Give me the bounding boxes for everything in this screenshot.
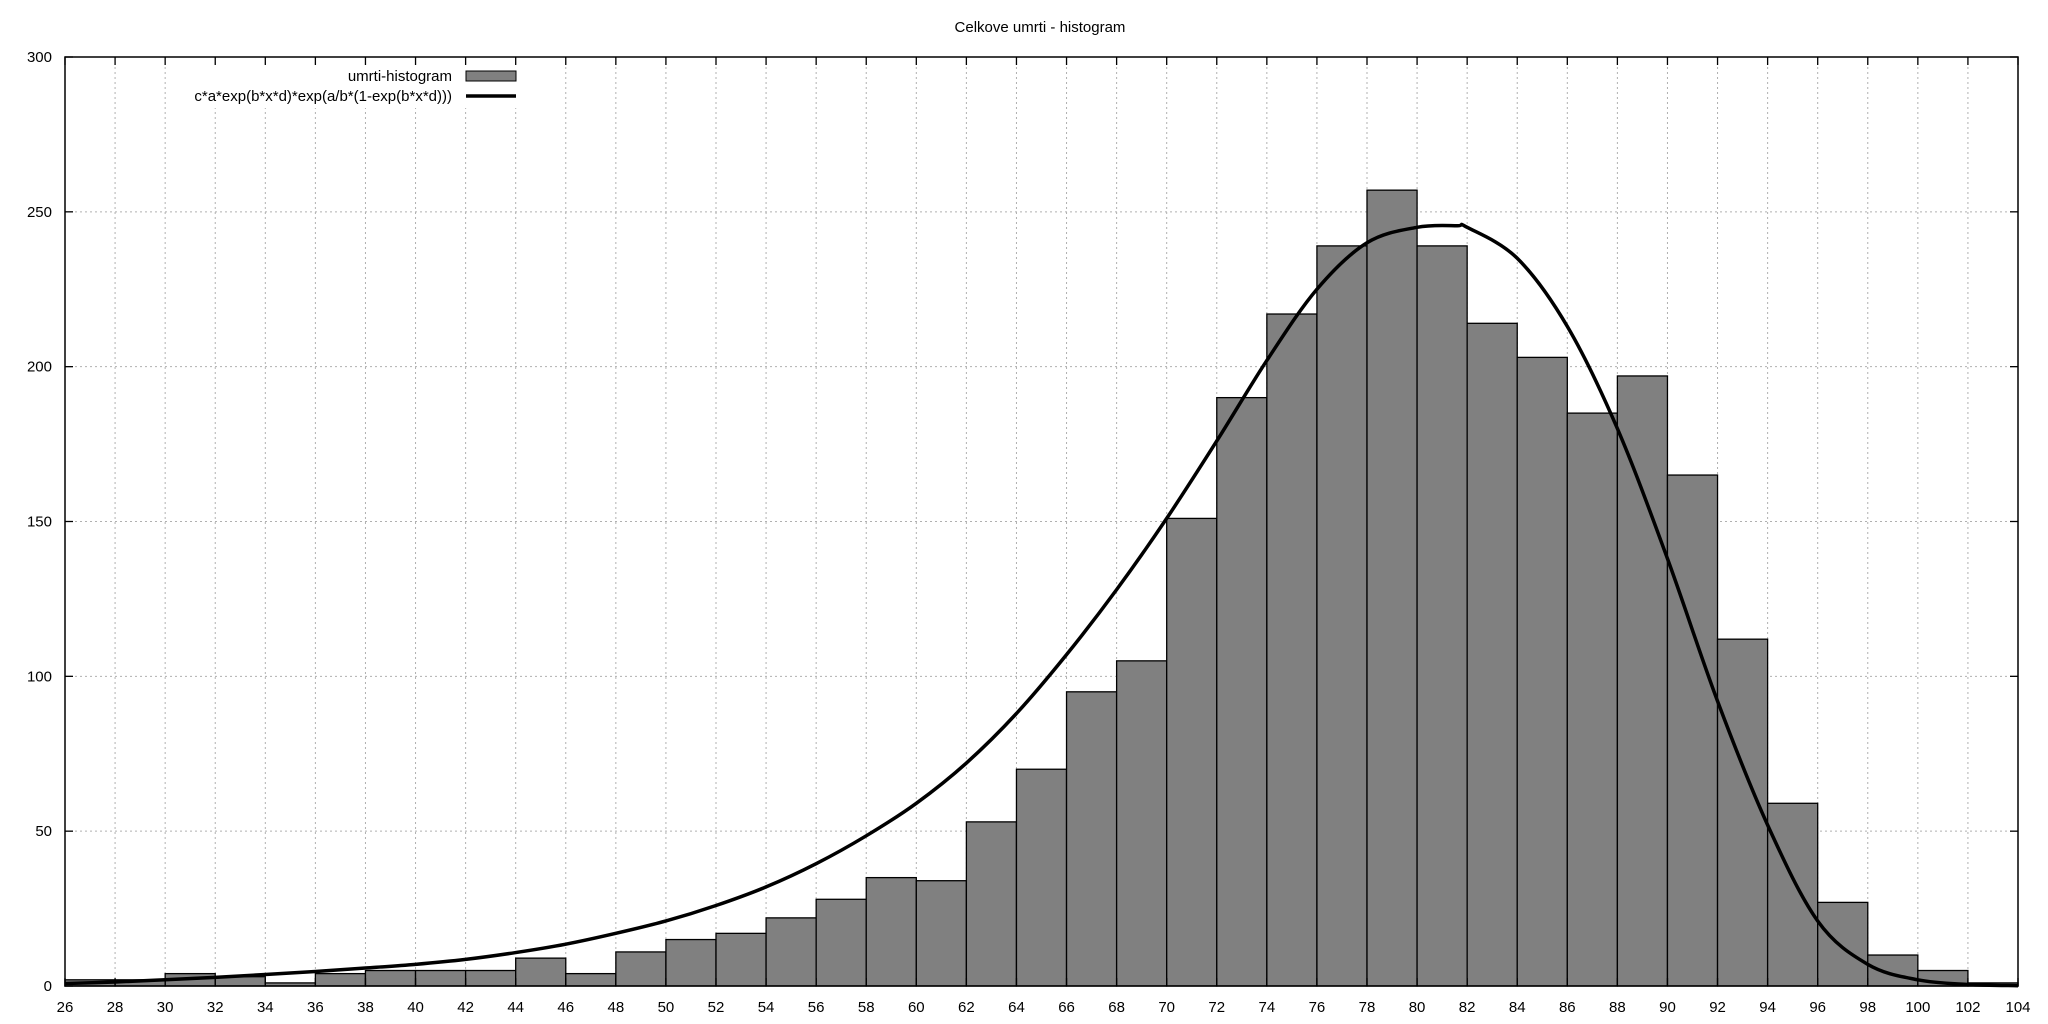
x-tick-label: 88 [1609,999,1626,1016]
y-tick-label: 300 [27,49,52,66]
histogram-bar [1516,356,1568,987]
histogram-bar [1616,375,1669,987]
legend-label-histogram: umrti-histogram [348,68,452,85]
y-tick-label: 0 [44,978,52,995]
histogram-bar [1466,322,1518,987]
x-tick-label: 52 [708,999,725,1016]
x-tick-label: 36 [307,999,324,1016]
x-tick-label: 98 [1859,999,1876,1016]
x-tick-label: 74 [1259,999,1276,1016]
histogram-bar [364,969,417,987]
x-tick-label: 92 [1709,999,1726,1016]
histogram-bar [665,938,717,987]
x-tick-label: 84 [1509,999,1526,1016]
x-tick-label: 34 [257,999,274,1016]
x-tick-label: 70 [1158,999,1175,1016]
fit-curve-line [64,222,2019,988]
legend: umrti-histogram c*a*exp(b*x*d)*exp(a/b*(… [170,66,530,108]
y-tick-label: 50 [35,823,52,840]
fit-curve [64,222,2019,988]
x-tick-label: 66 [1058,999,1075,1016]
histogram-bar [615,951,667,987]
histogram-bar [815,898,867,987]
y-tick-label: 150 [27,514,52,531]
x-tick-label: 48 [608,999,625,1016]
histogram-bar [1817,901,1869,987]
x-tick-label: 86 [1559,999,1576,1016]
histogram-bar [1666,474,1719,987]
histogram-bar [1867,954,1919,987]
x-tick-label: 100 [1905,999,1930,1016]
histogram-bar [314,972,367,987]
y-tick-label: 100 [27,668,52,685]
histogram-bar [865,876,917,987]
x-tick-label: 46 [557,999,574,1016]
histogram-bar [1166,517,1218,987]
histogram-bar [1216,396,1268,987]
histogram-bar [1366,189,1418,987]
x-tick-label: 76 [1309,999,1326,1016]
histogram-bar [1316,245,1368,987]
histogram-bar [1115,660,1168,987]
histogram-bar [1766,802,1819,987]
histogram-bar [1716,638,1769,987]
x-tick-label: 68 [1108,999,1125,1016]
chart-title: Celkove umrti - histogram [955,19,1126,36]
x-tick-label: 78 [1359,999,1376,1016]
y-tick-label: 200 [27,359,52,376]
histogram-bar [715,932,767,987]
histogram-bar [915,880,968,987]
x-tick-label: 90 [1659,999,1676,1016]
x-tick-label: 82 [1459,999,1476,1016]
x-tick-label: 40 [407,999,424,1016]
histogram-bar [1015,768,1068,987]
x-tick-label: 80 [1409,999,1426,1016]
x-tick-label: 44 [507,999,524,1016]
axis-ticks: 26 28 30 32 34 36 38 40 42 44 46 48 50 52 54 56 58 60 62 64… [27,49,2031,1016]
histogram-bar [765,917,817,987]
histogram-bar [515,957,567,987]
x-tick-label: 62 [958,999,975,1016]
x-tick-label: 42 [457,999,474,1016]
x-tick-label: 58 [858,999,875,1016]
x-tick-label: 60 [908,999,925,1016]
legend-swatch-histogram [465,70,517,82]
histogram-bar [1566,412,1619,987]
histogram-bar [1416,245,1468,987]
x-tick-label: 56 [808,999,825,1016]
x-tick-label: 38 [357,999,374,1016]
x-tick-label: 104 [2005,999,2030,1016]
x-tick-label: 30 [157,999,174,1016]
x-tick-label: 50 [658,999,675,1016]
x-tick-label: 26 [57,999,74,1016]
x-tick-label: 72 [1208,999,1225,1016]
histogram-bar [565,972,617,987]
x-tick-label: 54 [758,999,775,1016]
x-tick-label: 94 [1759,999,1776,1016]
histogram-bar [464,969,517,987]
legend-label-fit-curve: c*a*exp(b*x*d)*exp(a/b*(1-exp(b*x*d))) [194,88,452,105]
histogram-bars [64,189,2019,987]
histogram-bar [414,969,467,987]
histogram-bar [1065,691,1118,987]
x-tick-label: 28 [107,999,124,1016]
histogram-bar [965,821,1018,987]
x-tick-label: 102 [1955,999,1980,1016]
x-tick-label: 32 [207,999,224,1016]
y-tick-label: 250 [27,204,52,221]
x-tick-label: 64 [1008,999,1025,1016]
histogram-bar [1266,313,1318,987]
x-tick-label: 96 [1809,999,1826,1016]
